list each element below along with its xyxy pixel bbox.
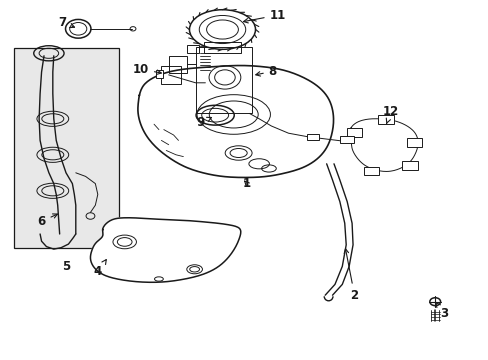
Bar <box>195 47 251 113</box>
Bar <box>204 42 241 53</box>
Text: 12: 12 <box>382 105 399 123</box>
Bar <box>156 70 163 78</box>
Bar <box>186 45 199 53</box>
Bar <box>161 66 181 84</box>
Text: 10: 10 <box>132 63 161 76</box>
Polygon shape <box>138 66 333 177</box>
Bar <box>14 48 119 248</box>
Bar <box>346 128 362 137</box>
Text: 5: 5 <box>62 260 70 273</box>
Bar <box>401 161 417 170</box>
Bar <box>406 138 422 147</box>
Text: 2: 2 <box>344 249 358 302</box>
Text: 6: 6 <box>38 214 58 228</box>
Bar <box>339 136 353 143</box>
Text: 9: 9 <box>196 116 211 129</box>
Text: 11: 11 <box>243 9 285 23</box>
Bar <box>306 134 318 140</box>
Text: 4: 4 <box>94 260 106 278</box>
Text: 1: 1 <box>243 177 250 190</box>
Text: 7: 7 <box>59 16 74 29</box>
Text: 3: 3 <box>435 302 447 320</box>
Bar <box>363 167 379 175</box>
Bar <box>168 56 187 73</box>
Bar <box>378 115 393 124</box>
Polygon shape <box>90 218 240 282</box>
Text: 8: 8 <box>255 65 276 78</box>
